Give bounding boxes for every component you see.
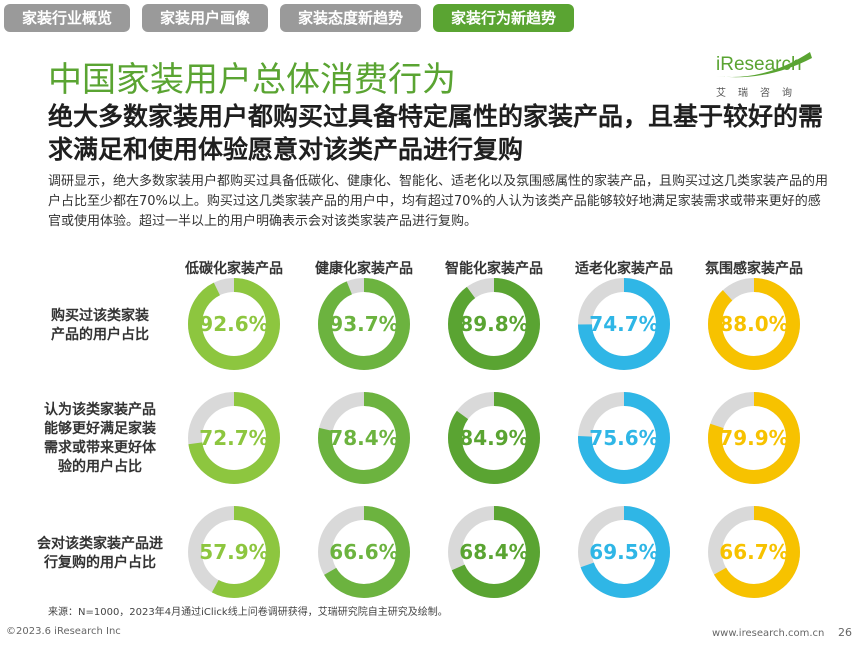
row-label-text: 认为该类家装产品能够更好满足家装需求或带来更好体验的用户占比 [44, 402, 156, 475]
donut-chart: 57.9% [186, 504, 282, 600]
donut-svg [448, 278, 540, 370]
donut-value-arc [448, 392, 540, 484]
source-note: 来源：N=1000，2023年4月通过iClick线上问卷调研获得，艾瑞研究院自… [48, 607, 448, 618]
category-header: 健康化家装产品 [315, 261, 413, 277]
donut-svg [708, 506, 800, 598]
donut-chart: 74.7% [576, 276, 672, 372]
iresearch-logo: iResearch 艾瑞咨询 [714, 48, 824, 99]
donut-chart: 92.6% [186, 276, 282, 372]
category-header: 低碳化家装产品 [185, 261, 283, 277]
donut-value-arc [578, 278, 670, 370]
donut-value-label: 88.0% [719, 312, 789, 336]
donut-value-label: 89.8% [459, 312, 529, 336]
page-description: 调研显示，绝大多数家装用户都购买过具备低碳化、健康化、智能化、适老化以及氛围感属… [48, 174, 829, 229]
tab-attitude-trends[interactable]: 家装态度新趋势 [280, 4, 422, 32]
donut-chart: 69.5% [576, 504, 672, 600]
donut-chart: 84.9% [446, 390, 542, 486]
donut-chart: 72.7% [186, 390, 282, 486]
donut-value-arc [188, 506, 280, 598]
donut-chart: 89.8% [446, 276, 542, 372]
donut-svg [448, 392, 540, 484]
donut-value-label: 92.6% [199, 312, 269, 336]
donut-chart: 79.9% [706, 390, 802, 486]
tab-user-profile[interactable]: 家装用户画像 [142, 4, 269, 32]
donut-chart: 68.4% [446, 504, 542, 600]
category-header: 适老化家装产品 [575, 261, 673, 277]
donut-value-arc [318, 506, 410, 598]
donut-value-label: 72.7% [199, 426, 269, 450]
donut-chart: 93.7% [316, 276, 412, 372]
donut-value-arc [578, 506, 670, 598]
donut-value-arc [448, 278, 540, 370]
donut-value-arc [578, 392, 670, 484]
row-label-text: 会对该类家装产品进行复购的用户占比 [37, 536, 163, 571]
donut-svg [578, 506, 670, 598]
donut-value-label: 93.7% [329, 312, 399, 336]
donut-value-arc [318, 278, 410, 370]
row-label: 认为该类家装产品能够更好满足家装需求或带来更好体验的用户占比 [28, 401, 172, 477]
donut-svg [578, 278, 670, 370]
row-label: 会对该类家装产品进行复购的用户占比 [28, 535, 172, 573]
donut-chart: 88.0% [706, 276, 802, 372]
donut-value-label: 57.9% [199, 540, 269, 564]
tab-industry-overview[interactable]: 家装行业概览 [4, 4, 131, 32]
donut-svg [578, 392, 670, 484]
donut-svg [318, 278, 410, 370]
donut-value-label: 84.9% [459, 426, 529, 450]
logo-swoosh-icon [716, 52, 812, 78]
donut-svg [188, 278, 280, 370]
donut-value-label: 75.6% [589, 426, 659, 450]
donut-value-arc [188, 278, 280, 370]
donut-value-label: 69.5% [589, 540, 659, 564]
donut-value-arc [448, 506, 540, 598]
donut-chart: 78.4% [316, 390, 412, 486]
donut-chart: 75.6% [576, 390, 672, 486]
nav-tabs: 家装行业概览 家装用户画像 家装态度新趋势 家装行为新趋势 [4, 4, 575, 32]
page-number: 26 [838, 626, 852, 639]
category-header: 氛围感家装产品 [705, 261, 803, 277]
donut-svg [318, 506, 410, 598]
donut-chart: 66.6% [316, 504, 412, 600]
donut-svg [708, 278, 800, 370]
donut-value-arc [708, 506, 800, 598]
logo-cn-text: 艾瑞咨询 [716, 88, 804, 99]
donut-svg [188, 506, 280, 598]
donut-value-label: 66.6% [329, 540, 399, 564]
donut-value-label: 66.7% [719, 540, 789, 564]
donut-chart: 66.7% [706, 504, 802, 600]
donut-value-label: 78.4% [329, 426, 399, 450]
donut-value-arc [188, 392, 280, 484]
donut-value-arc [318, 392, 410, 484]
donut-svg [708, 392, 800, 484]
page-title: 中国家装用户总体消费行为 [48, 60, 456, 100]
website-url[interactable]: www.iresearch.com.cn [712, 628, 825, 639]
row-label: 购买过该类家装产品的用户占比 [28, 307, 172, 345]
donut-svg [188, 392, 280, 484]
row-label-text: 购买过该类家装产品的用户占比 [51, 308, 149, 343]
copyright: ©2023.6 iResearch Inc [6, 626, 121, 637]
donut-value-arc [708, 278, 800, 370]
donut-svg [448, 506, 540, 598]
donut-value-label: 68.4% [459, 540, 529, 564]
donut-value-label: 79.9% [719, 426, 789, 450]
page-subtitle: 绝大多数家装用户都购买过具备特定属性的家装产品，且基于较好的需求满足和使用体验愿… [48, 102, 824, 164]
donut-value-arc [708, 392, 800, 484]
donut-value-label: 74.7% [589, 312, 659, 336]
tab-behavior-trends[interactable]: 家装行为新趋势 [433, 4, 575, 32]
donut-svg [318, 392, 410, 484]
category-header: 智能化家装产品 [445, 261, 543, 277]
logo-brand-text: iResearch [716, 54, 802, 75]
